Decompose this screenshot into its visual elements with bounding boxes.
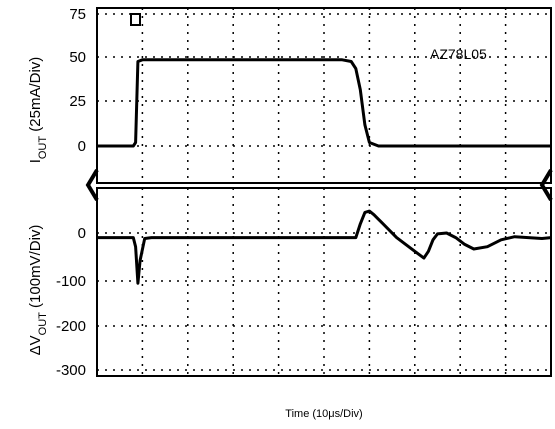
axis-break-left	[85, 168, 99, 202]
voltage-tick-label: -300	[56, 362, 86, 379]
voltage-tick-label: -100	[56, 273, 86, 290]
current-tick-label: 0	[78, 138, 86, 155]
time-axis-label: Time (10μs/Div)	[285, 408, 362, 420]
current-panel-frame	[96, 7, 552, 184]
axis-break-right	[539, 168, 553, 202]
trigger-marker	[130, 13, 141, 26]
voltage-panel-frame	[96, 187, 552, 377]
voltage-axis-label: ΔVOUT (100mV/Div)	[27, 225, 49, 356]
current-y-ticks: 75 50 25 0	[69, 6, 86, 155]
current-tick-label: 50	[69, 49, 86, 66]
current-panel: 75 50 25 0 AZ78L05	[69, 6, 552, 184]
voltage-tick-label: -200	[56, 318, 86, 335]
current-trace	[97, 58, 551, 148]
voltage-panel: 0 -100 -200 -300	[56, 187, 552, 379]
current-axis-label: IOUT (25mA/Div)	[27, 57, 49, 164]
current-grid	[97, 8, 551, 183]
device-label: AZ78L05	[430, 46, 487, 62]
current-tick-label: 75	[69, 6, 86, 23]
voltage-y-ticks: 0 -100 -200 -300	[56, 225, 86, 379]
voltage-tick-label: 0	[78, 225, 86, 242]
voltage-trace	[97, 209, 552, 285]
current-tick-label: 25	[69, 93, 86, 110]
